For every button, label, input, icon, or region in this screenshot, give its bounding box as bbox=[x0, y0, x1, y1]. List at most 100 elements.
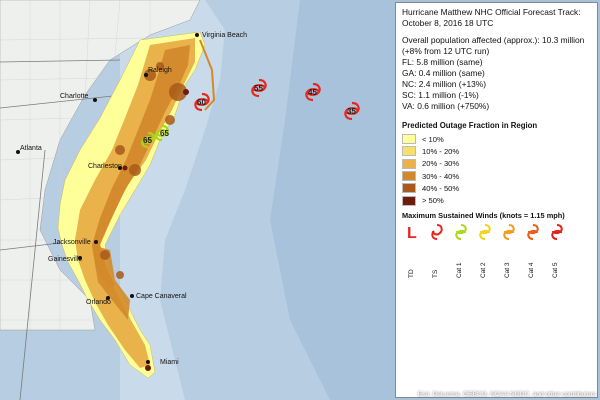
outage-swatch-1 bbox=[402, 146, 416, 157]
storm-icon bbox=[194, 92, 210, 112]
outage-legend-label: 10% - 20% bbox=[422, 146, 460, 156]
outage-legend-label: < 10% bbox=[422, 134, 444, 144]
outage-legend-label: 40% - 50% bbox=[422, 183, 460, 193]
city-dot-charleston bbox=[118, 166, 122, 170]
wind-legend-label: Cat 1 bbox=[456, 262, 463, 278]
hurricane-icon bbox=[455, 223, 467, 240]
storm-icon bbox=[251, 78, 267, 98]
city-dot-virginia-beach bbox=[195, 33, 199, 37]
wind-legend-item-cat3: Cat 3 bbox=[502, 222, 516, 292]
city-label-atlanta: Atlanta bbox=[20, 145, 42, 152]
population-ga: GA: 0.4 million (same) bbox=[402, 68, 485, 78]
outage-legend-item: 30% - 40% bbox=[402, 170, 591, 182]
outage-swatch-2 bbox=[402, 158, 416, 169]
winds-legend-title: Maximum Sustained Winds (knots = 1.15 mp… bbox=[402, 210, 565, 220]
population-summary: Overall population affected (approx.): 1… bbox=[402, 35, 591, 112]
wind-legend-item-cat5: Cat 5 bbox=[550, 222, 564, 292]
storm-marker-60[interactable]: 60 bbox=[194, 92, 210, 112]
storm-marker-55[interactable]: 55 bbox=[251, 78, 267, 98]
city-dot-cape-canaveral bbox=[130, 294, 134, 298]
inland-land bbox=[0, 0, 201, 331]
hurricane-icon bbox=[155, 124, 169, 142]
storm-track: 65 65 60 55 45 35 bbox=[141, 78, 360, 149]
forecast-title: Hurricane Matthew NHC Official Forecast … bbox=[402, 7, 581, 28]
outage-region-high bbox=[92, 45, 190, 288]
storm-marker-65-a[interactable]: 65 bbox=[155, 124, 169, 142]
wind-legend-label: TD bbox=[408, 269, 415, 278]
outage-legend-label: > 50% bbox=[422, 196, 444, 206]
outage-swatch-0 bbox=[402, 134, 416, 145]
city-dot-jacksonville bbox=[94, 240, 98, 244]
storm-value-label: 55 bbox=[254, 84, 263, 93]
storm-icon bbox=[305, 82, 321, 102]
city-label-raleigh: Raleigh bbox=[148, 67, 172, 74]
outage-region-extreme bbox=[122, 89, 189, 371]
storm-value-label: 65 bbox=[160, 129, 169, 138]
outer-banks bbox=[199, 39, 216, 111]
outage-legend: < 10% 10% - 20% 20% - 30% 30% - 40% 40% … bbox=[402, 133, 591, 207]
outage-swatch-4 bbox=[402, 183, 416, 194]
storm-value-label: 35 bbox=[347, 107, 356, 116]
hurricane-icon bbox=[479, 223, 491, 240]
population-overall: Overall population affected (approx.): 1… bbox=[402, 35, 585, 56]
wind-legend-label: Cat 4 bbox=[528, 262, 535, 278]
population-fl: FL: 5.8 million (same) bbox=[402, 57, 483, 67]
wind-legend-label: Cat 5 bbox=[552, 262, 559, 278]
population-va: VA: 0.6 million (+750%) bbox=[402, 101, 490, 111]
city-dot-charlotte bbox=[93, 98, 97, 102]
outage-legend-title: Predicted Outage Fraction in Region bbox=[402, 121, 538, 130]
outage-region-high-fl bbox=[92, 245, 130, 320]
hurricane-icon bbox=[527, 223, 539, 240]
storm-icon bbox=[431, 223, 443, 240]
outage-swatch-3 bbox=[402, 171, 416, 182]
city-dot-gainesville bbox=[78, 256, 82, 260]
city-dot-miami bbox=[146, 360, 150, 364]
wind-legend-item-cat4: Cat 4 bbox=[526, 222, 540, 292]
wind-legend-item-cat1: Cat 1 bbox=[454, 222, 468, 292]
city-label-jacksonville: Jacksonville bbox=[53, 239, 91, 246]
outage-swatch-5 bbox=[402, 195, 416, 206]
low-pressure-icon: L bbox=[407, 225, 417, 242]
hurricane-icon bbox=[503, 223, 515, 240]
wind-legend-label: TS bbox=[432, 269, 439, 278]
city-dot-atlanta bbox=[16, 150, 20, 154]
hurricane-icon bbox=[141, 131, 155, 149]
hurricane-icon bbox=[551, 223, 563, 240]
storm-icon bbox=[344, 101, 360, 121]
population-sc: SC: 1.1 million (-1%) bbox=[402, 90, 479, 100]
storm-marker-65-b[interactable]: 65 bbox=[141, 131, 155, 149]
city-label-miami: Miami bbox=[160, 359, 179, 366]
city-dot-raleigh bbox=[144, 73, 148, 77]
city-label-orlando: Orlando bbox=[86, 299, 111, 306]
storm-marker-45[interactable]: 45 bbox=[305, 82, 321, 102]
winds-legend: L TD TS Cat 1 Cat 2 Cat 3 bbox=[402, 222, 591, 292]
storm-value-label: 45 bbox=[308, 88, 317, 97]
storm-value-label: 65 bbox=[143, 136, 152, 145]
legend-panel: Hurricane Matthew NHC Official Forecast … bbox=[395, 2, 598, 398]
wind-legend-item-cat2: Cat 2 bbox=[478, 222, 492, 292]
population-nc: NC: 2.4 million (+13%) bbox=[402, 79, 487, 89]
storm-marker-35[interactable]: 35 bbox=[344, 101, 360, 121]
city-dot-orlando bbox=[106, 296, 110, 300]
county-lines bbox=[0, 0, 151, 330]
storm-value-label: 60 bbox=[197, 98, 206, 107]
map-attribution: Esri, DeLorme, GEBCO, NOAA NGDC, and oth… bbox=[417, 391, 596, 398]
city-label-cape-canaveral: Cape Canaveral bbox=[136, 293, 187, 300]
city-markers: Virginia Beach Raleigh Charlotte Atlanta… bbox=[16, 32, 247, 366]
outage-legend-item: < 10% bbox=[402, 133, 591, 145]
outage-legend-item: 10% - 20% bbox=[402, 145, 591, 157]
city-label-virginia-beach: Virginia Beach bbox=[202, 32, 247, 39]
outage-legend-item: 20% - 30% bbox=[402, 158, 591, 170]
svg-text:L: L bbox=[407, 225, 417, 242]
outage-legend-label: 30% - 40% bbox=[422, 171, 460, 181]
outage-legend-item: 40% - 50% bbox=[402, 182, 591, 194]
outage-legend-label: 20% - 30% bbox=[422, 159, 460, 169]
wind-legend-item-td: L TD bbox=[406, 222, 420, 292]
city-label-charlotte: Charlotte bbox=[60, 93, 89, 100]
outage-legend-item: > 50% bbox=[402, 194, 591, 206]
outage-region-severe bbox=[100, 62, 187, 279]
wind-legend-label: Cat 2 bbox=[480, 262, 487, 278]
wind-legend-label: Cat 3 bbox=[504, 262, 511, 278]
wind-legend-item-ts: TS bbox=[430, 222, 444, 292]
city-label-charleston: Charleston bbox=[88, 163, 122, 170]
